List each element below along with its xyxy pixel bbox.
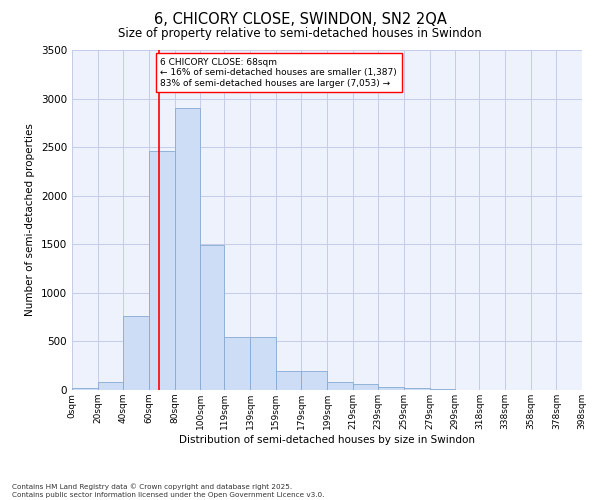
Y-axis label: Number of semi-detached properties: Number of semi-detached properties	[25, 124, 35, 316]
Bar	[327, 382, 353, 390]
Text: 6 CHICORY CLOSE: 68sqm
← 16% of semi-detached houses are smaller (1,387)
83% of : 6 CHICORY CLOSE: 68sqm ← 16% of semi-det…	[160, 58, 397, 88]
Bar	[404, 388, 430, 390]
Bar	[276, 370, 301, 390]
Text: Size of property relative to semi-detached houses in Swindon: Size of property relative to semi-detach…	[118, 28, 482, 40]
Bar	[224, 336, 250, 390]
Bar	[250, 337, 276, 390]
Bar	[301, 371, 327, 390]
Bar	[175, 108, 200, 390]
Bar	[378, 387, 404, 390]
Text: Contains HM Land Registry data © Crown copyright and database right 2025.
Contai: Contains HM Land Registry data © Crown c…	[12, 484, 325, 498]
Bar	[430, 389, 455, 390]
X-axis label: Distribution of semi-detached houses by size in Swindon: Distribution of semi-detached houses by …	[179, 434, 475, 444]
Bar	[123, 316, 149, 390]
Bar	[200, 246, 224, 390]
Text: 6, CHICORY CLOSE, SWINDON, SN2 2QA: 6, CHICORY CLOSE, SWINDON, SN2 2QA	[154, 12, 446, 28]
Bar	[72, 388, 98, 390]
Bar	[98, 382, 123, 390]
Bar	[149, 151, 175, 390]
Bar	[353, 384, 378, 390]
